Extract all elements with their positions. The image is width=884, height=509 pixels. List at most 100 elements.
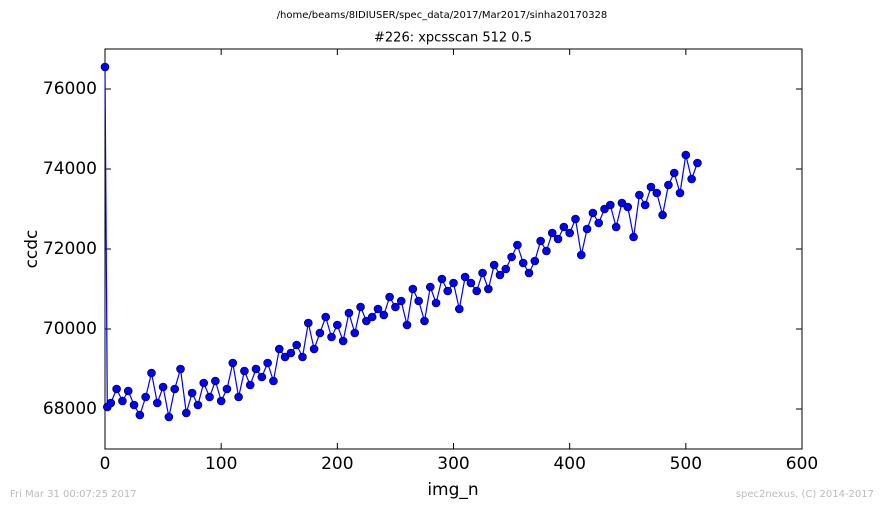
data-point <box>507 252 516 262</box>
data-point <box>443 286 452 296</box>
data-point <box>675 188 685 198</box>
data-point <box>367 312 377 322</box>
y-tick-label: 72000 <box>43 239 97 259</box>
data-point <box>484 284 493 294</box>
data-point <box>530 256 540 266</box>
data-point <box>640 200 650 210</box>
data-point <box>495 270 505 280</box>
data-point <box>565 228 574 238</box>
y-tick-label: 76000 <box>43 79 97 99</box>
data-point <box>123 386 133 396</box>
data-point <box>182 408 191 418</box>
data-point <box>693 158 702 168</box>
data-line <box>104 66 698 418</box>
data-point <box>333 320 342 330</box>
data-point <box>199 378 209 388</box>
data-point <box>449 278 458 288</box>
data-point <box>669 168 679 178</box>
data-point <box>460 272 470 282</box>
data-point <box>187 388 197 398</box>
data-point <box>391 302 400 312</box>
data-point <box>100 62 110 72</box>
data-point <box>687 174 696 184</box>
data-point <box>547 228 557 238</box>
x-tick-label: 500 <box>670 454 702 474</box>
data-point <box>141 392 150 402</box>
data-point <box>455 304 464 314</box>
data-point <box>286 348 296 358</box>
data-point <box>228 358 238 368</box>
y-tick-label: 70000 <box>43 319 97 339</box>
data-point <box>606 200 615 210</box>
data-point <box>338 336 348 346</box>
data-point <box>118 396 127 406</box>
plot-frame <box>104 48 803 450</box>
path-title: /home/beams/8IDIUSER/spec_data/2017/Mar2… <box>277 10 608 21</box>
data-point <box>414 296 423 306</box>
data-point <box>222 384 232 394</box>
data-point <box>303 318 313 328</box>
data-point <box>216 396 226 406</box>
data-point <box>193 400 203 410</box>
data-point <box>309 344 319 354</box>
x-tick-label: 400 <box>553 454 585 474</box>
y-tick-label: 74000 <box>43 159 97 179</box>
timestamp: Fri Mar 31 00:07:25 2017 <box>10 489 137 500</box>
data-point <box>518 258 528 268</box>
data-point <box>274 344 284 354</box>
data-point <box>431 298 441 308</box>
data-point <box>135 410 145 420</box>
data-point <box>582 224 592 234</box>
x-tick-label: 0 <box>100 454 111 474</box>
data-point <box>298 352 307 362</box>
data-point <box>245 380 255 390</box>
data-point <box>251 364 261 374</box>
data-point <box>158 382 168 392</box>
data-point <box>402 320 412 330</box>
data-point <box>344 308 354 318</box>
data-point <box>437 274 447 284</box>
data-point <box>617 198 627 208</box>
y-tick-label: 68000 <box>43 399 97 419</box>
data-point <box>205 392 214 402</box>
data-point <box>385 292 394 302</box>
x-tick-label: 200 <box>321 454 353 474</box>
data-point <box>658 210 667 220</box>
x-tick-label: 100 <box>205 454 237 474</box>
data-point <box>315 328 325 338</box>
data-point <box>553 234 563 244</box>
data-point <box>635 190 644 200</box>
data-point <box>170 384 179 394</box>
x-tick-label: 600 <box>786 454 818 474</box>
data-point <box>542 246 551 256</box>
data-point <box>152 398 162 408</box>
data-point <box>234 392 243 402</box>
data-point <box>646 182 656 192</box>
data-point <box>373 304 383 314</box>
data-point <box>112 384 121 394</box>
data-point <box>408 284 418 294</box>
y-axis-label: ccdc <box>22 230 42 269</box>
data-point <box>176 364 185 374</box>
data-point <box>350 328 360 338</box>
data-point <box>629 232 638 242</box>
chart-title: #226: xpcsscan 512 0.5 <box>374 31 532 46</box>
data-point <box>379 310 389 320</box>
data-point <box>664 180 673 190</box>
data-point <box>623 202 633 212</box>
data-point <box>588 208 598 218</box>
data-point <box>472 286 482 296</box>
data-point <box>396 296 406 306</box>
data-point <box>652 188 662 198</box>
x-tick-label: 300 <box>437 454 469 474</box>
data-point <box>489 260 499 270</box>
data-point <box>681 150 691 160</box>
data-point <box>513 240 522 250</box>
data-point <box>501 264 511 274</box>
data-point <box>536 236 545 246</box>
data-point <box>576 250 586 260</box>
data-point <box>571 214 580 224</box>
data-point <box>611 222 621 232</box>
